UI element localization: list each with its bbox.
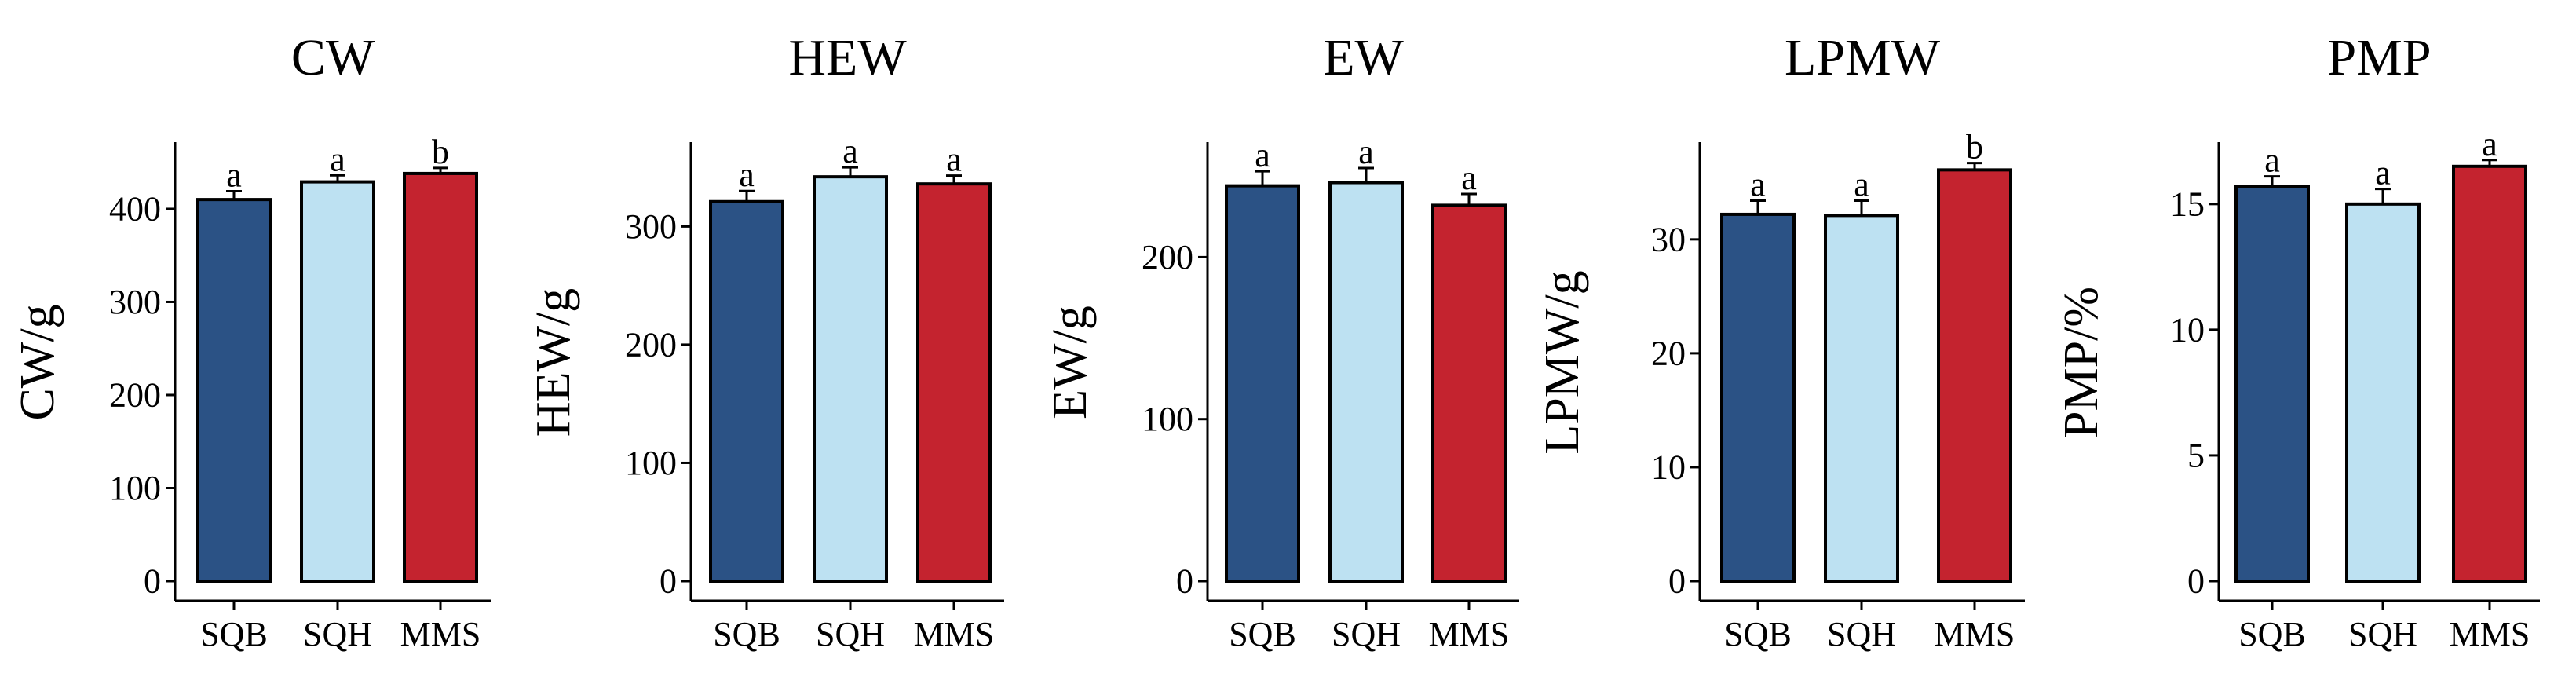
- y-axis-label: PMP/%: [2055, 287, 2108, 438]
- y-tick-label: 400: [109, 189, 161, 228]
- bar-sqh: [1824, 214, 1899, 583]
- x-tick-label: SQH: [1332, 615, 1401, 653]
- x-tick-label: MMS: [2450, 615, 2530, 653]
- chart-panel-ew: EW EW/g 0 100 200 a SQB a SQH a MMS: [1043, 29, 1519, 653]
- bar-sqh: [2345, 202, 2421, 583]
- significance-letter: a: [1854, 166, 1869, 204]
- significance-letter: a: [1750, 166, 1766, 204]
- y-axis-label: CW/g: [11, 304, 64, 420]
- error-bar: [739, 189, 755, 202]
- y-tick-label: 20: [1651, 334, 1686, 372]
- significance-letter: b: [432, 133, 449, 171]
- x-tick-label: MMS: [1429, 615, 1510, 653]
- significance-letter: a: [2482, 125, 2497, 163]
- chart-panel-cw: CW CW/g 0 100 200 300 400 a SQB a SQH b MMS: [11, 29, 491, 653]
- bar-sqb: [1720, 212, 1796, 583]
- bar-sqh: [1328, 181, 1404, 583]
- significance-letter: a: [2375, 154, 2391, 192]
- error-bar: [1358, 166, 1374, 183]
- error-bar: [1750, 199, 1766, 214]
- error-bar: [1854, 199, 1869, 216]
- y-tick-label: 300: [625, 207, 677, 246]
- x-tick-label: SQB: [713, 615, 780, 653]
- significance-letter: a: [330, 140, 345, 178]
- significance-letter: a: [2264, 141, 2280, 180]
- error-bar: [1255, 170, 1270, 186]
- x-tick-label: SQH: [816, 615, 885, 653]
- error-bar: [330, 174, 345, 182]
- x-tick-label: SQB: [1229, 615, 1296, 653]
- error-bar: [946, 174, 962, 185]
- significance-letter: a: [946, 141, 962, 179]
- significance-letter: a: [842, 132, 858, 170]
- y-axis-label: EW/g: [1043, 305, 1097, 419]
- x-tick-label: SQH: [303, 615, 372, 653]
- x-tick-label: SQB: [200, 615, 268, 653]
- chart-title: CW: [291, 29, 375, 86]
- significance-letter: a: [226, 155, 242, 194]
- bar-mms: [403, 171, 478, 583]
- y-tick-label: 5: [2187, 436, 2205, 474]
- x-tick-label: SQH: [2348, 615, 2417, 653]
- y-tick-label: 200: [1142, 238, 1193, 276]
- error-bar: [2375, 188, 2391, 204]
- y-tick-label: 0: [1176, 562, 1193, 601]
- error-bar: [842, 166, 858, 177]
- x-tick-label: MMS: [1935, 615, 2015, 653]
- bar-sqh: [813, 175, 888, 583]
- bar-mms: [1431, 203, 1507, 583]
- y-tick-label: 30: [1651, 220, 1686, 258]
- error-bar: [226, 189, 242, 200]
- error-bar: [433, 166, 448, 174]
- chart-title: HEW: [788, 29, 907, 86]
- significance-letter: a: [1358, 133, 1374, 171]
- chart-title: LPMW: [1785, 29, 1941, 86]
- x-tick-label: MMS: [914, 615, 995, 653]
- error-bar: [2482, 159, 2497, 166]
- significance-letter: a: [1255, 136, 1270, 174]
- x-tick-label: SQH: [1827, 615, 1896, 653]
- chart-panel-hew: HEW HEW/g 0 100 200 300 a SQB a SQH a MMS: [527, 29, 1004, 653]
- bar-mms: [916, 182, 992, 583]
- x-tick-label: SQB: [1724, 615, 1792, 653]
- y-tick-label: 100: [1142, 400, 1193, 438]
- error-bar: [2264, 175, 2280, 187]
- y-tick-label: 100: [625, 444, 677, 482]
- bar-sqb: [1225, 184, 1300, 583]
- error-bar: [1461, 192, 1477, 206]
- chart-panel-lpmw: LPMW LPMW/g 0 10 20 30 a SQB a SQH b MMS: [1536, 29, 2025, 653]
- bar-sqh: [300, 180, 375, 583]
- chart-title: EW: [1323, 29, 1404, 86]
- bar-sqb: [709, 199, 784, 583]
- x-tick-label: MMS: [400, 615, 481, 653]
- bar-mms: [1937, 168, 2012, 583]
- y-axis-label: LPMW/g: [1536, 270, 1589, 454]
- y-tick-label: 10: [1651, 448, 1686, 486]
- y-tick-label: 0: [1668, 562, 1686, 601]
- chart-panel-pmp: PMP PMP/% 0 5 10 15 a SQB a SQH a MMS: [2055, 29, 2540, 653]
- bar-mms: [2452, 164, 2527, 583]
- chart-title: PMP: [2327, 29, 2431, 86]
- significance-letter: a: [739, 155, 755, 194]
- y-tick-label: 0: [2187, 562, 2205, 601]
- y-tick-label: 200: [109, 375, 161, 414]
- y-tick-label: 0: [660, 562, 677, 601]
- bar-sqb: [2234, 185, 2310, 583]
- x-tick-label: SQB: [2238, 615, 2306, 653]
- y-tick-label: 100: [109, 469, 161, 507]
- y-tick-label: 300: [109, 283, 161, 321]
- y-tick-label: 0: [144, 562, 161, 601]
- significance-letter: b: [1966, 128, 1983, 166]
- y-tick-label: 200: [625, 325, 677, 364]
- error-bar: [1967, 162, 1982, 170]
- y-axis-label: HEW/g: [527, 288, 580, 437]
- significance-letter: a: [1461, 159, 1477, 197]
- y-tick-label: 15: [2170, 185, 2205, 223]
- y-tick-label: 10: [2170, 310, 2205, 349]
- bar-sqb: [196, 198, 272, 583]
